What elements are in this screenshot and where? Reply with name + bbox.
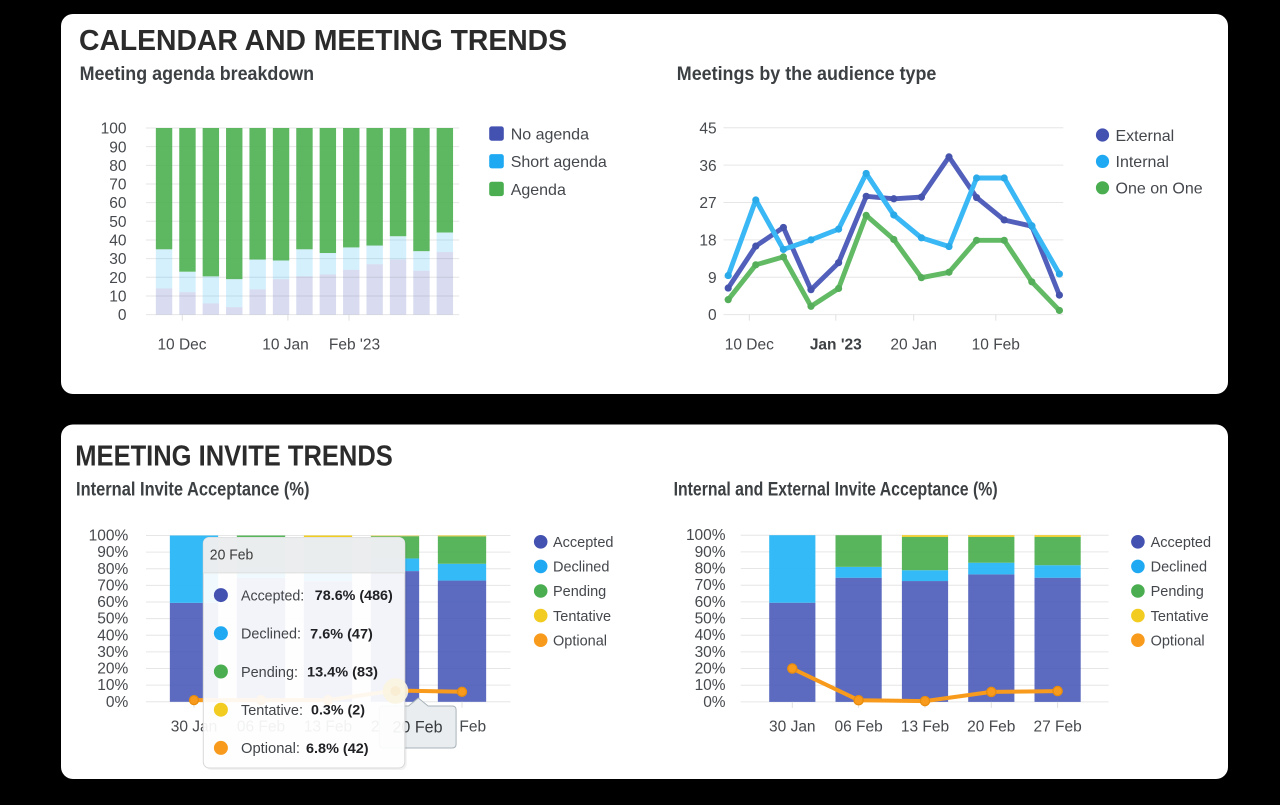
- svg-text:20%: 20%: [97, 661, 128, 678]
- svg-text:50%: 50%: [695, 611, 726, 628]
- svg-text:10 Jan: 10 Jan: [262, 337, 309, 354]
- svg-text:90%: 90%: [695, 544, 726, 561]
- svg-text:Pending: Pending: [1151, 584, 1204, 600]
- svg-text:Internal and External Invite A: Internal and External Invite Acceptance …: [674, 478, 998, 500]
- svg-text:Accepted: Accepted: [1151, 535, 1211, 551]
- svg-text:Tentative:: Tentative:: [241, 702, 303, 719]
- svg-text:70: 70: [109, 177, 127, 194]
- svg-text:80%: 80%: [695, 561, 726, 578]
- svg-text:60: 60: [109, 195, 127, 212]
- svg-text:MEETING INVITE TRENDS: MEETING INVITE TRENDS: [75, 441, 393, 473]
- svg-text:10 Feb: 10 Feb: [972, 337, 1020, 354]
- svg-text:CALENDAR AND MEETING TRENDS: CALENDAR AND MEETING TRENDS: [79, 25, 567, 57]
- svg-text:0: 0: [118, 307, 127, 324]
- svg-text:60%: 60%: [695, 594, 726, 611]
- svg-text:50%: 50%: [97, 611, 128, 628]
- svg-text:Short agenda: Short agenda: [511, 154, 607, 171]
- svg-text:40: 40: [109, 233, 127, 250]
- svg-text:Declined: Declined: [553, 560, 609, 576]
- svg-text:Declined: Declined: [1151, 560, 1207, 576]
- svg-text:External: External: [1116, 128, 1175, 145]
- svg-text:6.8% (42): 6.8% (42): [306, 740, 369, 756]
- svg-text:Optional: Optional: [553, 633, 607, 649]
- svg-text:Meeting agenda breakdown: Meeting agenda breakdown: [80, 63, 315, 85]
- svg-text:30%: 30%: [97, 644, 128, 661]
- svg-text:100: 100: [101, 121, 127, 138]
- svg-text:Optional: Optional: [1151, 633, 1205, 649]
- svg-text:10%: 10%: [97, 677, 128, 694]
- svg-text:40%: 40%: [97, 627, 128, 644]
- svg-text:7.6% (47): 7.6% (47): [310, 625, 373, 641]
- svg-text:30%: 30%: [695, 644, 726, 661]
- svg-text:70%: 70%: [97, 577, 128, 594]
- svg-text:10%: 10%: [695, 677, 726, 694]
- svg-text:78.6% (486): 78.6% (486): [315, 587, 393, 603]
- svg-text:One on One: One on One: [1116, 181, 1203, 198]
- svg-text:18: 18: [699, 233, 716, 250]
- svg-text:90%: 90%: [97, 544, 128, 561]
- svg-text:Accepted:: Accepted:: [241, 587, 304, 604]
- svg-text:06 Feb: 06 Feb: [834, 719, 882, 736]
- svg-text:30: 30: [109, 251, 127, 268]
- svg-text:27: 27: [699, 195, 716, 212]
- svg-text:60%: 60%: [97, 594, 128, 611]
- svg-text:30 Jan: 30 Jan: [769, 719, 816, 736]
- svg-text:10 Dec: 10 Dec: [725, 337, 774, 354]
- svg-text:100%: 100%: [89, 528, 129, 545]
- svg-text:20: 20: [109, 270, 127, 287]
- svg-text:Declined:: Declined:: [241, 626, 301, 643]
- svg-text:Jan '23: Jan '23: [810, 337, 862, 354]
- svg-text:13 Feb: 13 Feb: [901, 719, 949, 736]
- svg-text:Tentative: Tentative: [553, 609, 611, 625]
- svg-text:Pending: Pending: [553, 584, 606, 600]
- svg-text:27 Feb: 27 Feb: [1033, 719, 1081, 736]
- svg-text:50: 50: [109, 214, 127, 231]
- svg-text:No agenda: No agenda: [511, 126, 589, 143]
- svg-text:20 Feb: 20 Feb: [210, 546, 254, 563]
- svg-text:Meetings by the audience type: Meetings by the audience type: [677, 63, 937, 85]
- svg-text:Feb '23: Feb '23: [329, 337, 380, 354]
- svg-text:Agenda: Agenda: [511, 182, 566, 199]
- svg-text:80: 80: [109, 158, 127, 175]
- svg-text:20 Jan: 20 Jan: [890, 337, 937, 354]
- svg-text:20 Feb: 20 Feb: [967, 719, 1015, 736]
- svg-text:13.4% (83): 13.4% (83): [307, 664, 378, 680]
- svg-text:10: 10: [109, 289, 127, 306]
- svg-text:80%: 80%: [97, 561, 128, 578]
- svg-text:45: 45: [699, 120, 716, 137]
- svg-text:20%: 20%: [695, 661, 726, 678]
- svg-text:0.3% (2): 0.3% (2): [311, 702, 365, 718]
- svg-text:100%: 100%: [686, 527, 726, 544]
- svg-text:0%: 0%: [703, 694, 726, 711]
- svg-text:Internal Invite Acceptance (%): Internal Invite Acceptance (%): [76, 478, 310, 500]
- svg-text:Internal: Internal: [1116, 154, 1169, 171]
- svg-text:36: 36: [699, 158, 716, 175]
- svg-text:10 Dec: 10 Dec: [157, 337, 206, 354]
- svg-text:Optional:: Optional:: [241, 740, 300, 757]
- svg-text:0%: 0%: [106, 694, 129, 711]
- svg-text:70%: 70%: [695, 577, 726, 594]
- svg-text:90: 90: [109, 139, 127, 156]
- svg-text:9: 9: [708, 270, 717, 287]
- svg-text:40%: 40%: [695, 627, 726, 644]
- svg-text:0: 0: [708, 307, 717, 324]
- svg-text:Pending:: Pending:: [241, 664, 298, 681]
- svg-text:Accepted: Accepted: [553, 535, 613, 551]
- svg-text:Tentative: Tentative: [1151, 609, 1209, 625]
